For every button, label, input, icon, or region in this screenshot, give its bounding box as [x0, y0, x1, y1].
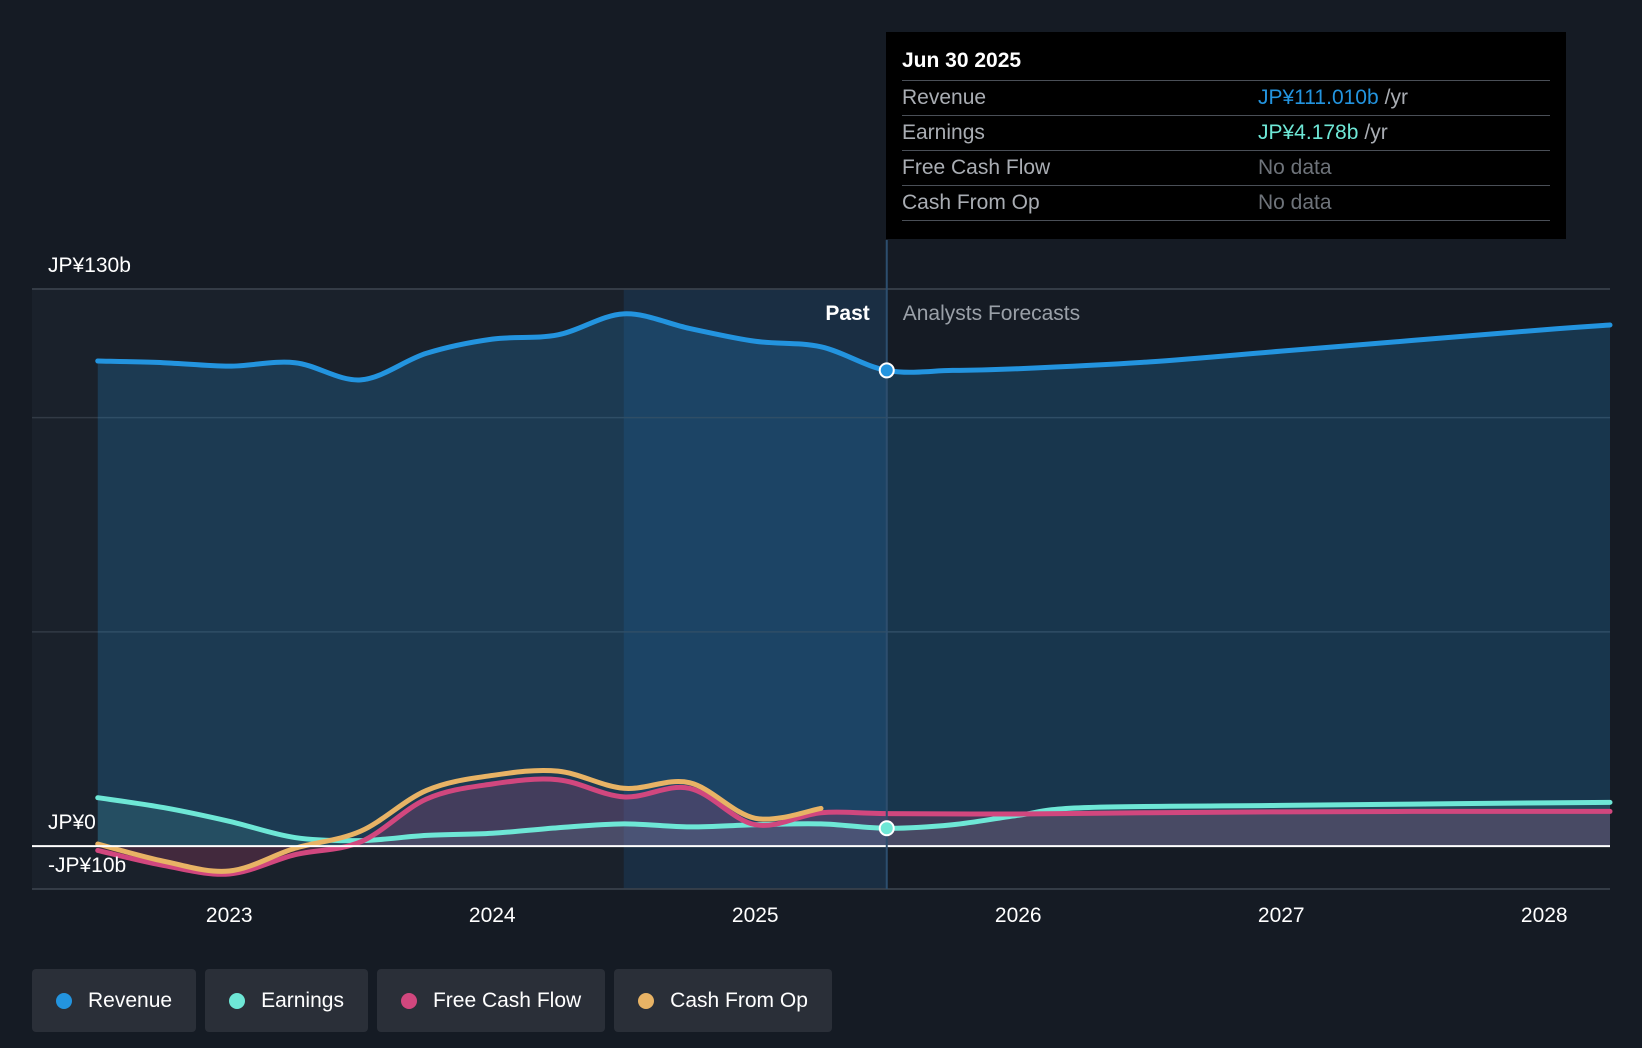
tooltip-label: Cash From Op — [902, 191, 1040, 214]
y-axis-zero-label: JP¥0 — [48, 811, 96, 834]
tooltip-unit: /yr — [1384, 86, 1408, 109]
tooltip-value: No data — [1258, 156, 1332, 179]
x-tick-label: 2023 — [206, 904, 253, 927]
tooltip-label: Earnings — [902, 121, 985, 144]
tooltip-row-cash-from-op: Cash From Op No data — [902, 185, 1550, 221]
x-axis-ticks: 2023 2024 2025 2026 2027 2028 — [206, 904, 1568, 927]
tooltip-value: JP¥111.010b — [1258, 86, 1379, 109]
legend-label: Cash From Op — [670, 988, 808, 1012]
tooltip-date: Jun 30 2025 — [902, 49, 1022, 72]
legend-label: Free Cash Flow — [432, 988, 582, 1012]
revenue-marker — [878, 362, 895, 379]
legend-label: Earnings — [261, 988, 344, 1012]
tooltip-row-earnings: Earnings JP¥4.178b /yr — [902, 115, 1550, 150]
earnings-marker — [878, 820, 895, 837]
y-axis-bottom-label: -JP¥10b — [48, 854, 126, 877]
cash-from-op-dot-icon — [638, 992, 655, 1009]
x-tick-label: 2025 — [732, 904, 779, 927]
revenue-dot-icon — [56, 992, 72, 1009]
legend-item-cash-from-op[interactable]: Cash From Op — [614, 969, 832, 1032]
earnings-dot-icon — [229, 992, 246, 1009]
tooltip-label: Free Cash Flow — [902, 156, 1051, 179]
current-value-markers — [878, 362, 895, 837]
legend-item-revenue[interactable]: Revenue — [32, 969, 197, 1032]
tooltip-row-revenue: Revenue JP¥111.010b /yr — [902, 80, 1550, 115]
tooltip-value: JP¥4.178b — [1258, 121, 1359, 144]
x-tick-label: 2024 — [469, 904, 516, 927]
forecast-label: Analysts Forecasts — [903, 302, 1080, 325]
tooltip-value: No data — [1258, 191, 1332, 214]
legend-item-earnings[interactable]: Earnings — [205, 969, 368, 1032]
free-cash-flow-dot-icon — [400, 992, 417, 1009]
tooltip-row-free-cash-flow: Free Cash Flow No data — [902, 150, 1550, 185]
x-tick-label: 2026 — [995, 904, 1042, 927]
gridlines — [32, 288, 1610, 890]
revenue-line — [95, 311, 1613, 383]
legend: Revenue Earnings Free Cash Flow Cash Fro… — [32, 969, 832, 1032]
legend-item-free-cash-flow[interactable]: Free Cash Flow — [376, 969, 606, 1032]
free-cash-flow-line — [95, 776, 1613, 877]
tooltip-unit: /yr — [1364, 121, 1388, 144]
x-tick-label: 2028 — [1521, 904, 1568, 927]
past-label: Past — [825, 302, 869, 325]
series-fills — [97, 313, 1610, 875]
tooltip: Jun 30 2025 Revenue JP¥111.010b /yr Earn… — [886, 32, 1566, 239]
series-lines — [95, 311, 1613, 877]
revenue-area — [97, 313, 1610, 847]
legend-label: Revenue — [88, 988, 173, 1012]
cash-from-op-line — [95, 767, 824, 874]
x-tick-label: 2027 — [1258, 904, 1305, 927]
y-axis-top-label: JP¥130b — [48, 254, 131, 277]
tooltip-label: Revenue — [902, 86, 987, 109]
